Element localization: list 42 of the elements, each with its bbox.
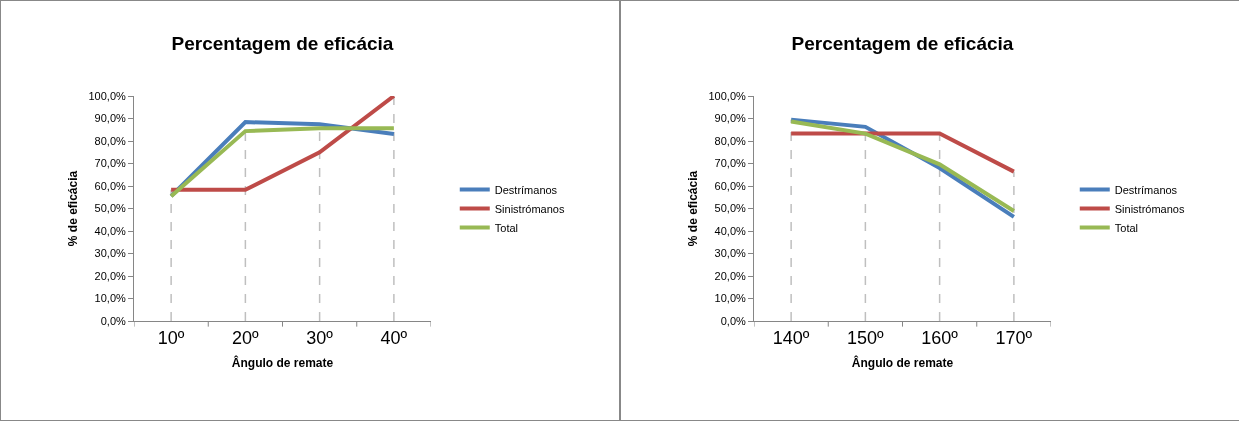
x-tick-label: 140º <box>772 327 810 348</box>
x-tick-label: 10º <box>157 327 185 348</box>
legend-label: Destrímanos <box>1114 183 1178 196</box>
x-tick-label: 30º <box>306 327 334 348</box>
x-axis-title: Ângulo de remate <box>851 355 954 371</box>
y-tick-label: 50,0% <box>714 202 747 215</box>
y-tick-label: 100,0% <box>708 89 747 102</box>
y-tick-label: 10,0% <box>94 292 127 305</box>
y-tick-label: 80,0% <box>714 134 747 147</box>
legend-label: Total <box>1114 221 1139 234</box>
legend-label: Destrímanos <box>494 183 558 196</box>
x-tick-label: 40º <box>380 327 408 348</box>
y-tick-label: 20,0% <box>714 269 747 282</box>
chart-title: Percentagem de eficácia <box>171 32 394 54</box>
y-tick-label: 60,0% <box>714 179 747 192</box>
y-tick-label: 10,0% <box>714 292 747 305</box>
y-tick-label: 30,0% <box>94 247 127 260</box>
legend-label: Total <box>494 221 519 234</box>
y-axis-title: % de eficácia <box>685 170 700 247</box>
y-tick-label: 50,0% <box>94 202 127 215</box>
x-tick-label: 160º <box>921 327 959 348</box>
legend-label: Sinistrómanos <box>1114 202 1185 215</box>
y-tick-label: 40,0% <box>714 224 747 237</box>
y-tick-label: 30,0% <box>714 247 747 260</box>
y-tick-label: 90,0% <box>94 112 127 125</box>
y-tick-label: 60,0% <box>94 179 127 192</box>
y-tick-label: 90,0% <box>714 112 747 125</box>
y-tick-label: 40,0% <box>94 224 127 237</box>
legend-label: Sinistrómanos <box>494 202 565 215</box>
x-axis-title: Ângulo de remate <box>231 355 334 371</box>
x-tick-label: 170º <box>995 327 1033 348</box>
x-tick-label: 20º <box>232 327 260 348</box>
y-tick-label: 80,0% <box>94 134 127 147</box>
y-tick-label: 0,0% <box>100 314 127 327</box>
x-tick-label: 150º <box>847 327 885 348</box>
y-tick-label: 0,0% <box>720 314 747 327</box>
y-tick-label: 70,0% <box>714 157 747 170</box>
y-tick-label: 20,0% <box>94 269 127 282</box>
y-tick-label: 70,0% <box>94 157 127 170</box>
chart-title: Percentagem de eficácia <box>791 32 1014 54</box>
y-axis-title: % de eficácia <box>65 170 80 247</box>
y-tick-label: 100,0% <box>88 89 127 102</box>
